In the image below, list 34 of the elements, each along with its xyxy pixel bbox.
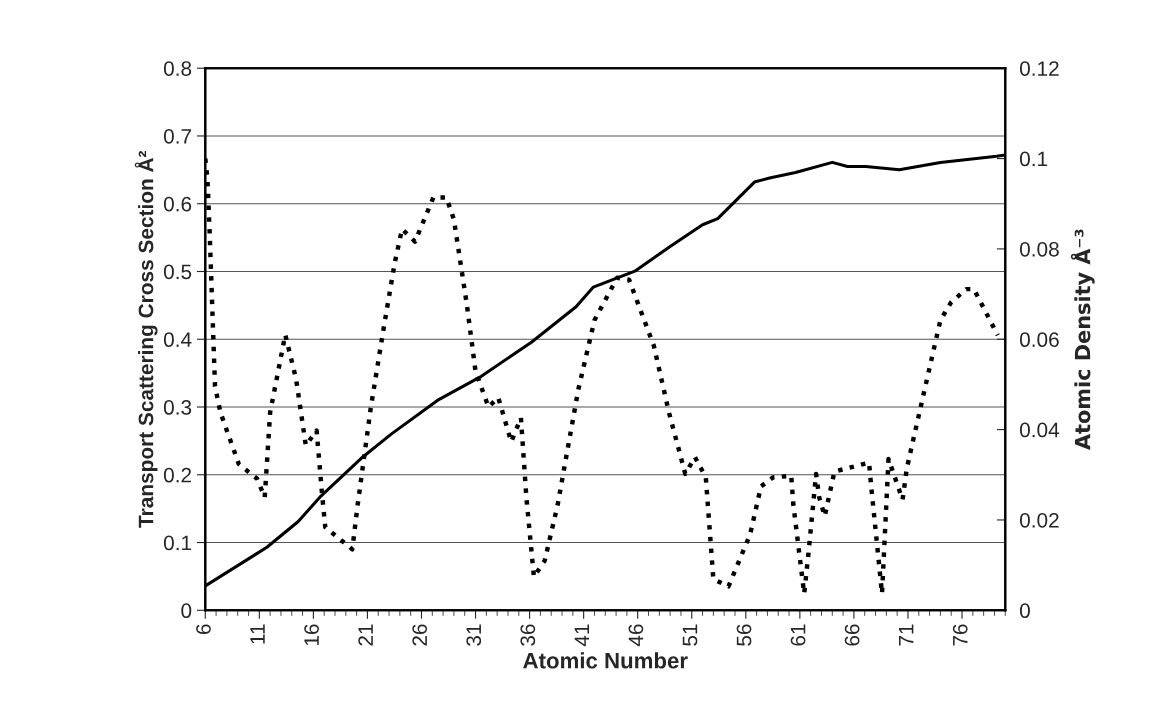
x-tick-label: 36: [520, 624, 536, 646]
x-tick-label: 46: [628, 624, 644, 647]
y-tick-label: 0.6: [163, 196, 192, 212]
x-tick-label: 61: [790, 624, 806, 646]
y-tick-label: 0.1: [163, 535, 192, 551]
y-axis-title: Transport Scattering Cross Section Å²: [134, 150, 158, 528]
y-tick-label: 0.4: [163, 332, 192, 348]
y2-tick-label: 0.02: [1019, 512, 1059, 528]
x-tick-label: 6: [196, 624, 211, 635]
y-tick-label: 0.5: [163, 264, 192, 280]
y2-tick-label: 0.06: [1019, 332, 1059, 348]
x-tick-label: 11: [250, 624, 265, 644]
x-axis-title: Atomic Number: [523, 652, 688, 669]
y-tick-label: 0.3: [163, 400, 192, 415]
x-tick-label: 21: [358, 624, 373, 646]
y2-tick-label: 0: [1019, 603, 1030, 619]
x-tick-label: 41: [574, 624, 590, 647]
x-tick-label: 26: [412, 624, 428, 646]
y2-axis-title: Atomic Density Å⁻³: [1070, 229, 1095, 450]
x-tick-label: 51: [682, 624, 698, 646]
y-tick-label: 0: [181, 603, 192, 619]
x-tick-label: 16: [304, 624, 319, 646]
y2-tick-label: 0.12: [1019, 61, 1059, 76]
y2-tick-label: 0.08: [1019, 241, 1059, 257]
x-tick-label: 76: [952, 624, 968, 646]
y2-tick-label: 0.04: [1019, 422, 1060, 438]
y2-tick-label: 0.1: [1019, 151, 1048, 167]
y-tick-label: 0.8: [163, 61, 192, 76]
x-tick-label: 71: [899, 624, 914, 646]
y-tick-label: 0.7: [163, 128, 192, 144]
x-tick-label: 31: [466, 624, 482, 646]
x-tick-label: 66: [844, 624, 860, 646]
y-tick-label: 0.2: [163, 467, 192, 483]
x-tick-label: 56: [736, 624, 752, 646]
